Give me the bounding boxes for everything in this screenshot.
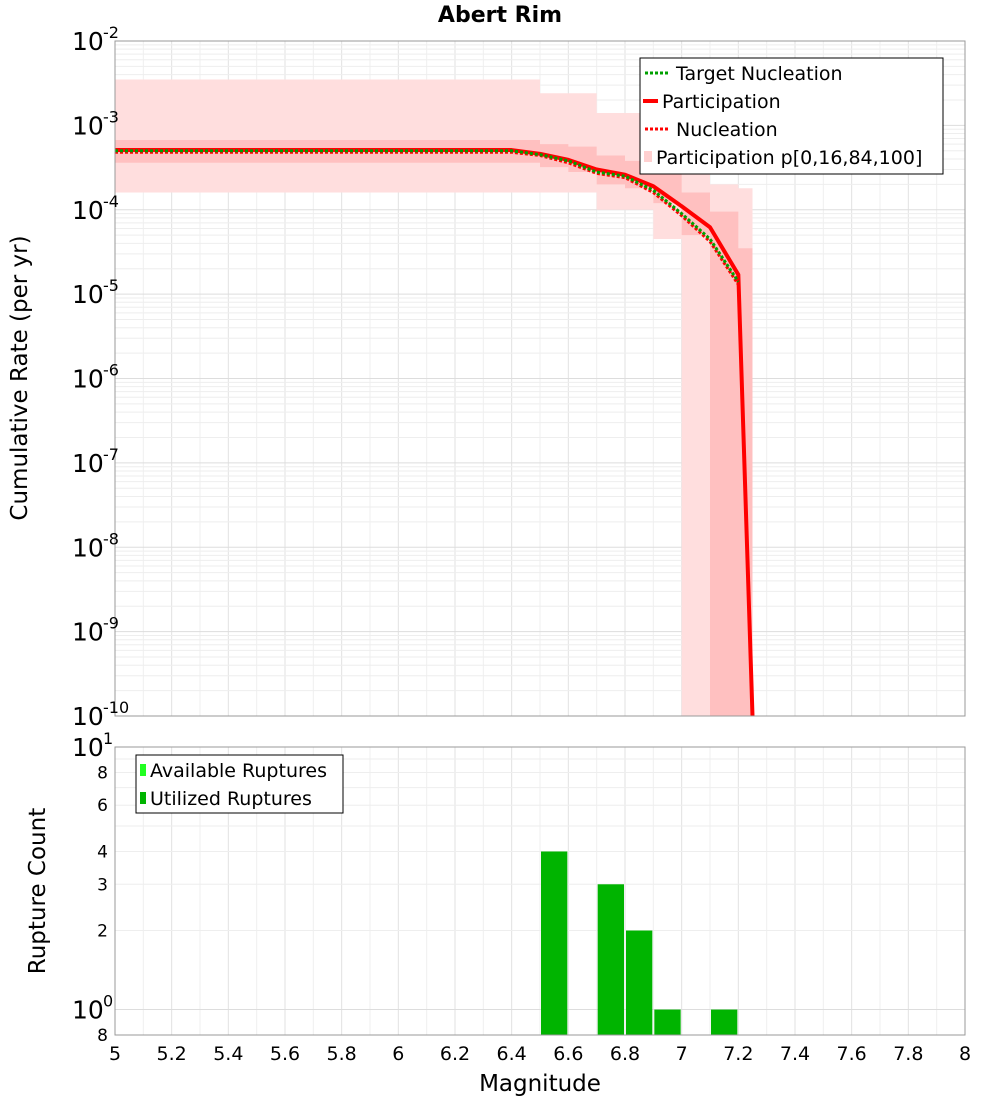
x-tick-label: 6.4 xyxy=(497,1043,527,1065)
chart-title: Abert Rim xyxy=(438,3,562,28)
x-axis-label: Magnitude xyxy=(479,1071,601,1097)
top-y-tick-exponent: -10 xyxy=(103,698,129,717)
legend-swatch-participation-band xyxy=(644,151,652,162)
rupture-count-bar xyxy=(711,1009,738,1035)
top-y-tick-label: 10 xyxy=(72,618,104,647)
bottom-y-tick-label: 8 xyxy=(97,763,108,783)
top-y-tick-exponent: -4 xyxy=(103,192,119,211)
rupture-count-bar xyxy=(541,851,568,1035)
rate-lines xyxy=(115,148,755,716)
top-plot-frame xyxy=(114,40,966,717)
bottom-y-tick-label: 6 xyxy=(97,796,108,816)
top-y-tick-labels: 10-210-310-410-510-610-710-810-910-10 xyxy=(72,23,129,731)
series-line-target-nucleation xyxy=(115,149,740,283)
top-y-tick-exponent: -7 xyxy=(103,445,119,464)
x-tick-label: 8 xyxy=(959,1043,971,1065)
x-tick-labels: 5 5.2 5.4 5.6 5.8 6 6.2 6.4 6.6 6.8 7 7.2 7.4 7.6 7.8 8 xyxy=(109,1043,971,1065)
legend-label-participation: Participation xyxy=(662,91,781,113)
rupture-count-bar xyxy=(626,930,653,1035)
bottom-y-tick-label: 4 xyxy=(97,842,108,862)
rupture-count-bar xyxy=(597,884,624,1035)
bottom-y-axis-label: Rupture Count xyxy=(25,808,51,974)
bottom-y-tick-label: 10 xyxy=(72,733,104,762)
top-y-tick-label: 10 xyxy=(72,702,104,731)
x-tick-label: 6.8 xyxy=(610,1043,640,1065)
top-y-tick-label: 10 xyxy=(72,111,104,140)
top-y-tick-label: 10 xyxy=(72,533,104,562)
bottom-y-tick-label: 2 xyxy=(97,922,108,942)
legend-label-participation-band: Participation p[0,16,84,100] xyxy=(656,147,922,169)
bottom-y-tick-exponent: 1 xyxy=(103,729,113,748)
top-y-tick-label: 10 xyxy=(72,196,104,225)
bottom-y-tick-label: 3 xyxy=(97,875,108,895)
x-tick-label: 5.2 xyxy=(157,1043,187,1065)
top-y-tick-exponent: -3 xyxy=(103,107,119,126)
x-tick-label: 7.6 xyxy=(837,1043,867,1065)
x-tick-label: 7.2 xyxy=(723,1043,753,1065)
legend-label-utilized-ruptures: Utilized Ruptures xyxy=(150,788,312,810)
bottom-legend-box xyxy=(135,754,344,814)
bottom-y-tick-exponent: 0 xyxy=(103,992,113,1011)
top-y-tick-label: 10 xyxy=(72,280,104,309)
top-y-tick-label: 10 xyxy=(72,27,104,56)
legend-label-nucleation: Nucleation xyxy=(676,119,778,141)
top-legend-box xyxy=(639,57,944,175)
participation-bands xyxy=(115,79,753,716)
x-tick-label: 5.6 xyxy=(270,1043,300,1065)
x-tick-label: 5 xyxy=(109,1043,121,1065)
x-tick-label: 6.6 xyxy=(553,1043,583,1065)
top-y-tick-exponent: -6 xyxy=(103,361,119,380)
legend-label-available-ruptures: Available Ruptures xyxy=(150,760,327,782)
x-tick-label: 6.2 xyxy=(440,1043,470,1065)
rupture-count-bar xyxy=(654,1009,681,1035)
top-legend: Target Nucleation Participation Nucleati… xyxy=(639,57,944,175)
x-tick-label: 7.4 xyxy=(780,1043,810,1065)
legend-swatch-available-ruptures xyxy=(140,764,146,776)
bottom-y-tick-label: 8 xyxy=(97,1026,108,1046)
x-tick-label: 7.8 xyxy=(893,1043,923,1065)
bottom-legend: Available Ruptures Utilized Ruptures xyxy=(135,754,344,814)
bottom-y-tick-label: 10 xyxy=(72,996,104,1025)
top-y-tick-label: 10 xyxy=(72,365,104,394)
x-tick-label: 7 xyxy=(676,1043,688,1065)
rupture-bars xyxy=(541,851,738,1035)
x-tick-label: 5.8 xyxy=(327,1043,357,1065)
participation-band-p16-84 xyxy=(115,140,753,716)
top-y-tick-label: 10 xyxy=(72,449,104,478)
top-y-tick-exponent: -9 xyxy=(103,614,119,633)
top-y-tick-exponent: -8 xyxy=(103,529,119,548)
x-tick-label: 5.4 xyxy=(213,1043,243,1065)
x-tick-label: 6 xyxy=(392,1043,404,1065)
legend-label-target-nucleation: Target Nucleation xyxy=(675,63,843,85)
legend-swatch-utilized-ruptures xyxy=(140,792,146,804)
bottom-plot-frame xyxy=(114,746,966,1036)
top-y-tick-exponent: -5 xyxy=(103,276,119,295)
top-y-tick-exponent: -2 xyxy=(103,23,119,42)
top-y-axis-label: Cumulative Rate (per yr) xyxy=(7,235,33,520)
